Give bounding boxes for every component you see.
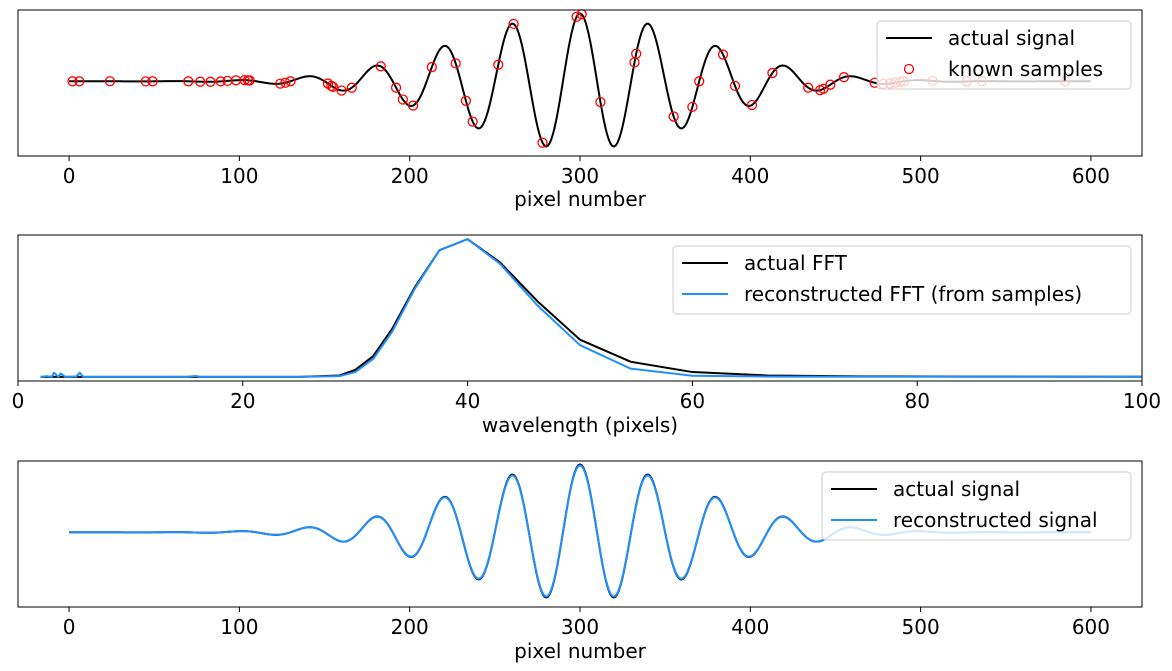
sample-marker — [215, 76, 226, 87]
sample-marker — [275, 78, 286, 89]
sample-marker — [397, 94, 409, 105]
sample-marker — [327, 81, 339, 93]
fft-panel: 0 20 40 60 80 100 wavelength (pixels) actual … — [12, 234, 1161, 437]
sample-marker — [183, 76, 194, 87]
sample-marker — [336, 85, 347, 96]
sample-marker — [285, 76, 296, 87]
sample-marker — [147, 76, 158, 87]
x-axis-label: pixel number — [514, 187, 647, 211]
sample-marker — [729, 80, 741, 92]
x-tick-label: 200 — [391, 615, 429, 639]
sample-marker — [687, 101, 698, 113]
sample-marker — [493, 59, 504, 70]
sample-marker — [508, 18, 519, 30]
sample-marker — [375, 61, 386, 72]
legend-box — [821, 471, 1132, 541]
sample-marker — [746, 99, 758, 111]
sample-marker — [195, 76, 206, 87]
plot-frame — [17, 234, 1143, 382]
sample-marker — [407, 100, 419, 111]
sample-marker — [803, 82, 814, 93]
x-tick-label: 300 — [561, 164, 599, 188]
sample-marker — [74, 76, 85, 87]
sample-marker — [668, 111, 679, 122]
sample-marker — [426, 61, 437, 73]
x-tick-label: 100 — [1123, 389, 1161, 413]
sample-marker — [838, 72, 850, 83]
sample-marker — [239, 75, 250, 86]
x-ticks: 0 100 200 300 400 500 600 — [63, 607, 1110, 639]
x-tick-label: 40 — [455, 389, 480, 413]
x-tick-label: 400 — [731, 164, 769, 188]
legend-label-reconstructed-signal: reconstructed signal — [893, 508, 1098, 532]
legend-label-actual-signal: actual signal — [893, 477, 1020, 501]
x-tick-label: 0 — [63, 615, 76, 639]
series-line-reconstructed-fft-from-samples — [40, 238, 1142, 378]
legend-label-known-samples: known samples — [948, 57, 1103, 81]
x-tick-label: 600 — [1072, 164, 1110, 188]
legend: actual FFT reconstructed FFT (from sampl… — [672, 245, 1132, 315]
sample-marker — [205, 76, 216, 87]
sample-marker — [346, 82, 357, 93]
x-axis-label: pixel number — [514, 639, 647, 663]
x-tick-label: 60 — [680, 389, 705, 413]
x-tick-label: 200 — [391, 164, 429, 188]
x-tick-label: 0 — [12, 389, 25, 413]
sample-marker — [390, 82, 402, 93]
x-tick-label: 20 — [230, 389, 255, 413]
sample-marker — [280, 77, 291, 88]
sample-marker — [537, 137, 548, 148]
legend-handle-known-samples — [903, 63, 915, 75]
reconstruction-panel: 0 100 200 300 400 500 600 pixel number actual … — [17, 460, 1143, 663]
legend-label-reconstructed-fft: reconstructed FFT (from samples) — [744, 282, 1082, 306]
sample-marker — [767, 67, 778, 79]
sample-marker — [571, 11, 582, 22]
sample-marker — [467, 116, 478, 127]
x-tick-label: 500 — [902, 164, 940, 188]
legend-label-actual-signal: actual signal — [948, 26, 1075, 50]
legend: actual signal known samples — [876, 20, 1132, 90]
sample-marker — [326, 80, 337, 91]
x-ticks: 0 20 40 60 80 100 — [12, 381, 1161, 413]
sample-marker — [825, 79, 836, 90]
x-tick-label: 100 — [220, 164, 258, 188]
legend-box — [876, 20, 1132, 90]
sample-marker — [717, 49, 729, 60]
sample-marker — [244, 75, 255, 86]
legend-box — [672, 245, 1132, 315]
x-tick-label: 80 — [904, 389, 929, 413]
sample-marker — [460, 95, 472, 106]
plot-lines — [40, 238, 1142, 378]
x-tick-label: 400 — [731, 615, 769, 639]
legend: actual signal reconstructed signal — [821, 471, 1132, 541]
x-tick-label: 300 — [561, 615, 599, 639]
sample-marker — [140, 76, 151, 87]
sample-marker — [104, 76, 116, 87]
x-axis-label: wavelength (pixels) — [482, 413, 678, 437]
x-tick-label: 600 — [1072, 615, 1110, 639]
legend-label-actual-fft: actual FFT — [744, 251, 848, 275]
sample-marker — [595, 96, 606, 108]
sample-marker — [67, 76, 78, 87]
x-tick-label: 100 — [220, 615, 258, 639]
x-tick-label: 0 — [63, 164, 76, 188]
sample-marker — [450, 58, 461, 69]
sample-marker — [631, 48, 642, 59]
x-tick-label: 500 — [902, 615, 940, 639]
sample-marker — [694, 76, 705, 87]
signal-samples-panel: 0 100 200 300 400 500 600 pixel number actual … — [17, 9, 1143, 211]
x-ticks: 0 100 200 300 400 500 600 — [63, 156, 1110, 188]
